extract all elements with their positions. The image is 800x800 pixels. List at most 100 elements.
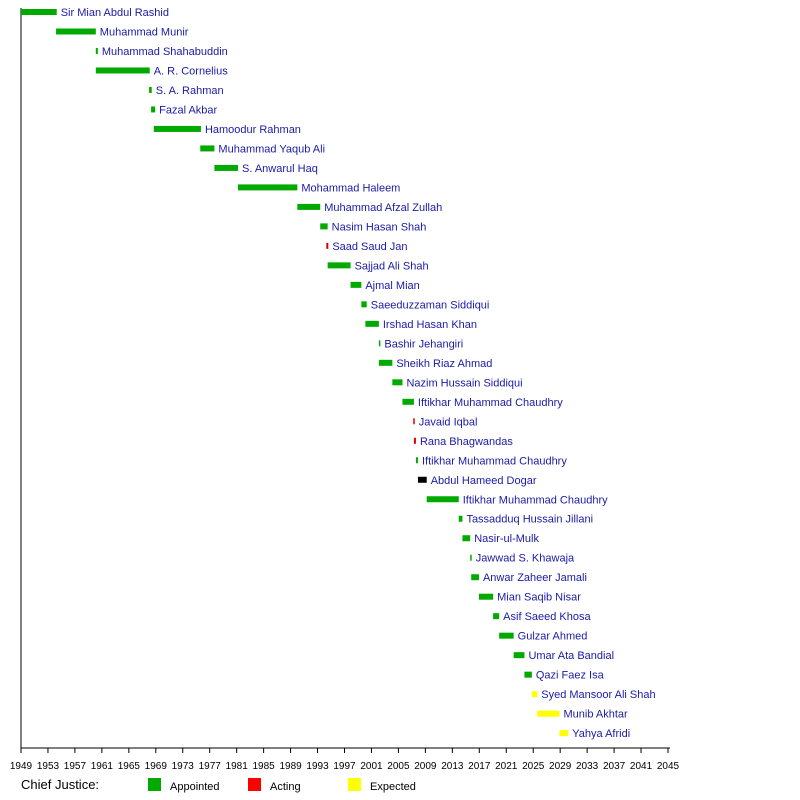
- justice-label: Sir Mian Abdul Rashid: [61, 7, 169, 19]
- justice-label: Umar Ata Bandial: [528, 650, 614, 662]
- justice-label: Syed Mansoor Ali Shah: [541, 689, 655, 701]
- timeline-bar: [361, 301, 367, 308]
- justice-label: Yahya Afridi: [572, 728, 630, 740]
- timeline-bar: [365, 320, 379, 327]
- justice-label: Sheikh Riaz Ahmad: [396, 358, 492, 370]
- justice-label: Hamoodur Rahman: [205, 124, 301, 136]
- justice-label: Iftikhar Muhammad Chaudhry: [422, 455, 567, 467]
- x-tick-label: 1985: [253, 761, 276, 772]
- timeline-bar: [402, 398, 414, 405]
- legend-label-expected: Expected: [370, 781, 416, 793]
- x-tick-label: 2045: [657, 761, 680, 772]
- x-tick-label: 1949: [10, 761, 33, 772]
- x-tick-label: 2009: [414, 761, 437, 772]
- x-tick-label: 2021: [495, 761, 518, 772]
- timeline-bar: [378, 359, 393, 366]
- timeline-bar: [415, 457, 418, 464]
- justice-label: Nasir-ul-Mulk: [474, 533, 539, 545]
- x-tick-label: 1953: [37, 761, 60, 772]
- timeline-bar: [470, 554, 472, 561]
- legend-label-acting: Acting: [270, 781, 301, 793]
- legend-swatch-acting: [248, 778, 261, 791]
- timeline-bar: [378, 340, 381, 347]
- timeline-bar: [95, 67, 150, 74]
- timeline-bar: [493, 613, 500, 620]
- timeline-bar: [320, 223, 328, 230]
- x-tick-label: 1981: [226, 761, 249, 772]
- legend-swatch-appointed: [148, 778, 161, 791]
- justice-label: Mohammad Haleem: [301, 182, 400, 194]
- justice-label: Fazal Akbar: [159, 104, 217, 116]
- timeline-bar: [350, 281, 362, 288]
- justice-label: Muhammad Shahabuddin: [102, 46, 228, 58]
- justice-label: Iftikhar Muhammad Chaudhry: [463, 494, 608, 506]
- timeline-bar: [327, 262, 351, 269]
- x-tick-label: 2037: [603, 761, 626, 772]
- timeline-bar: [392, 379, 403, 386]
- timeline-bar: [531, 691, 538, 698]
- timeline-bar: [524, 671, 532, 678]
- timeline-bar: [478, 593, 494, 600]
- x-tick-label: 1965: [118, 761, 141, 772]
- timeline-bar: [151, 106, 156, 113]
- timeline-bar: [149, 86, 152, 93]
- x-tick-label: 1989: [279, 761, 302, 772]
- justice-label: Nazim Hussain Siddiqui: [406, 377, 522, 389]
- justice-label: A. R. Cornelius: [154, 65, 228, 77]
- justice-label: Sajjad Ali Shah: [355, 260, 429, 272]
- timeline-bar: [56, 28, 96, 35]
- x-tick-label: 1969: [145, 761, 168, 772]
- justice-label: Muhammad Munir: [100, 26, 189, 38]
- justice-label: Anwar Zaheer Jamali: [483, 572, 587, 584]
- justice-label: Javaid Iqbal: [419, 416, 478, 428]
- timeline-bar: [200, 145, 215, 152]
- justice-label: Jawwad S. Khawaja: [476, 553, 575, 565]
- justice-label: Tassadduq Hussain Jillani: [466, 514, 593, 526]
- x-tick-label: 2025: [522, 761, 545, 772]
- timeline-bar: [458, 515, 463, 522]
- justice-label: Asif Saeed Khosa: [503, 611, 591, 623]
- x-tick-label: 2017: [468, 761, 491, 772]
- timeline-bar: [326, 242, 329, 249]
- legend-swatch-expected: [348, 778, 361, 791]
- x-tick-label: 2033: [576, 761, 599, 772]
- justice-label: Qazi Faez Isa: [536, 670, 605, 682]
- timeline-bar: [153, 125, 201, 132]
- x-tick-label: 1961: [91, 761, 114, 772]
- justice-label: Saeeduzzaman Siddiqui: [371, 299, 490, 311]
- timeline-bar: [214, 164, 239, 171]
- timeline-bar: [417, 476, 427, 483]
- x-tick-label: 1997: [333, 761, 356, 772]
- x-tick-label: 2029: [549, 761, 572, 772]
- timeline-bar: [471, 574, 479, 581]
- justice-label: Muhammad Yaqub Ali: [218, 143, 325, 155]
- justice-label: Muhammad Afzal Zullah: [324, 202, 442, 214]
- timeline-bar: [297, 203, 321, 210]
- justice-label: S. A. Rahman: [156, 85, 224, 97]
- timeline-bar: [499, 632, 514, 639]
- justice-label: Gulzar Ahmed: [518, 631, 588, 643]
- justice-label: Irshad Hasan Khan: [383, 319, 477, 331]
- justice-label: Bashir Jehangiri: [384, 338, 463, 350]
- x-tick-label: 1977: [199, 761, 222, 772]
- x-tick-label: 2041: [630, 761, 653, 772]
- timeline-bar: [537, 710, 560, 717]
- justice-label: Ajmal Mian: [365, 280, 419, 292]
- timeline-bar: [462, 535, 471, 542]
- x-tick-label: 1957: [64, 761, 87, 772]
- justice-label: Mian Saqib Nisar: [497, 592, 581, 604]
- timeline-bar: [413, 418, 415, 425]
- timeline-bar: [238, 184, 298, 191]
- timeline-bar: [513, 652, 525, 659]
- x-tick-label: 1993: [306, 761, 329, 772]
- legend-title: Chief Justice:: [21, 777, 99, 792]
- x-tick-label: 2005: [387, 761, 410, 772]
- justice-label: Nasim Hasan Shah: [332, 221, 427, 233]
- justice-label: Munib Akhtar: [563, 709, 628, 721]
- x-tick-label: 2013: [441, 761, 464, 772]
- timeline-bar: [95, 47, 98, 54]
- timeline-bar: [559, 730, 569, 737]
- justice-label: S. Anwarul Haq: [242, 163, 318, 175]
- timeline-bar: [426, 496, 459, 503]
